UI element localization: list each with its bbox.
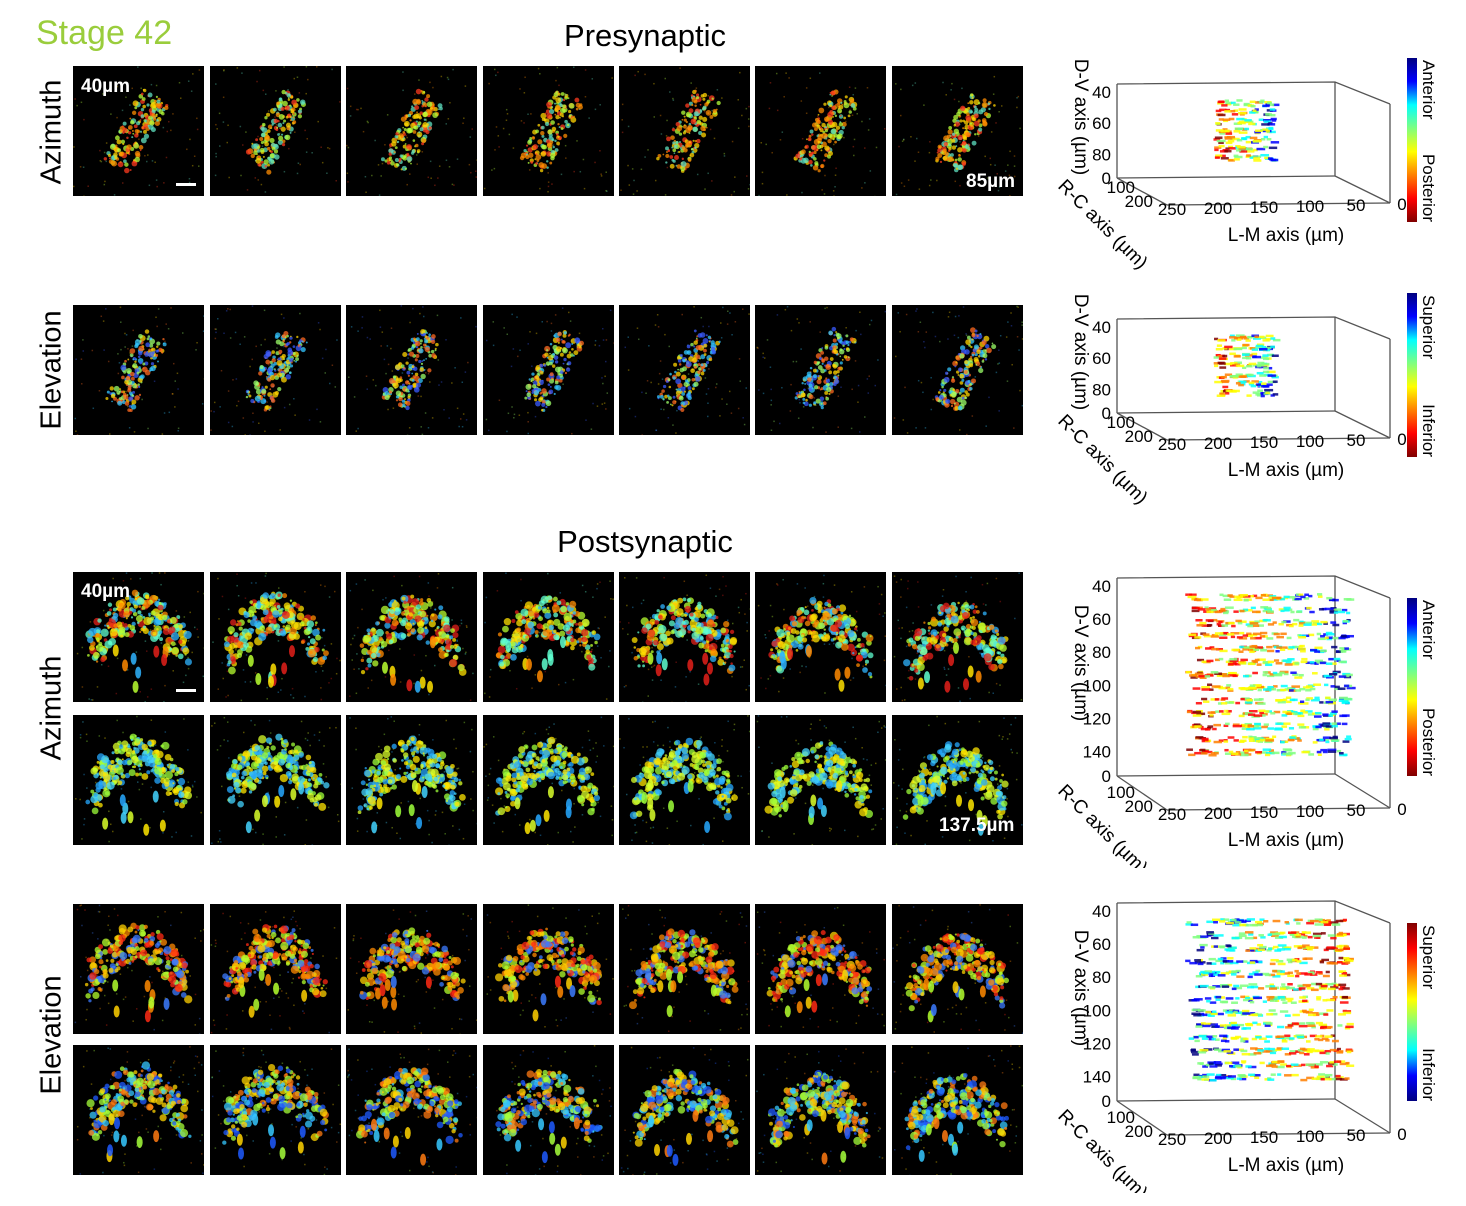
image-tile: [892, 572, 1023, 702]
presynaptic-title: Presynaptic: [564, 18, 726, 53]
image-tile: [619, 305, 750, 435]
postsynaptic-title: Postsynaptic: [557, 524, 733, 559]
image-tile: [755, 66, 886, 196]
image-tile: [346, 572, 477, 702]
image-tile: [619, 715, 750, 845]
post-end-depth: 137.5µm: [939, 815, 1015, 836]
image-tile: [346, 904, 477, 1034]
image-tile: [483, 1045, 614, 1175]
image-tile: [210, 572, 341, 702]
image-tile: [619, 1045, 750, 1175]
post-azimuth-label: Azimuth: [35, 655, 68, 761]
image-tile: [483, 66, 614, 196]
image-tile: [483, 715, 614, 845]
image-tile: [892, 66, 1023, 196]
image-tile: [483, 904, 614, 1034]
pre-scale-bar: [176, 183, 196, 186]
image-tile: [346, 715, 477, 845]
image-tile: [210, 715, 341, 845]
image-tile: [892, 904, 1023, 1034]
image-tile: [73, 1045, 204, 1175]
image-tile: [346, 305, 477, 435]
image-tile: [892, 715, 1023, 845]
image-tile: [755, 305, 886, 435]
post-elevation-label: Elevation: [35, 975, 68, 1095]
image-tile: [73, 715, 204, 845]
image-tile: [755, 1045, 886, 1175]
image-tile: [619, 904, 750, 1034]
image-tile: [346, 66, 477, 196]
image-tile: [755, 715, 886, 845]
image-tile: [73, 66, 204, 196]
pre-azimuth-label: Azimuth: [35, 79, 68, 185]
image-tile: [755, 572, 886, 702]
image-tile: [73, 904, 204, 1034]
pre-end-depth: 85µm: [966, 171, 1015, 192]
stage-label: Stage 42: [36, 14, 173, 52]
image-tile: [210, 305, 341, 435]
image-tile: [619, 66, 750, 196]
image-tile: [346, 1045, 477, 1175]
post-start-depth: 40µm: [81, 581, 130, 602]
image-tile: [483, 305, 614, 435]
image-tile: [210, 904, 341, 1034]
image-tile: [892, 1045, 1023, 1175]
pre-elevation-label: Elevation: [35, 310, 68, 430]
image-tile: [892, 305, 1023, 435]
image-tile: [619, 572, 750, 702]
image-tile: [210, 66, 341, 196]
pre-start-depth: 40µm: [81, 76, 130, 97]
image-tile: [483, 572, 614, 702]
image-tile: [210, 1045, 341, 1175]
image-tile: [755, 904, 886, 1034]
post-scale-bar: [176, 689, 196, 692]
image-tile: [73, 572, 204, 702]
image-tile: [73, 305, 204, 435]
